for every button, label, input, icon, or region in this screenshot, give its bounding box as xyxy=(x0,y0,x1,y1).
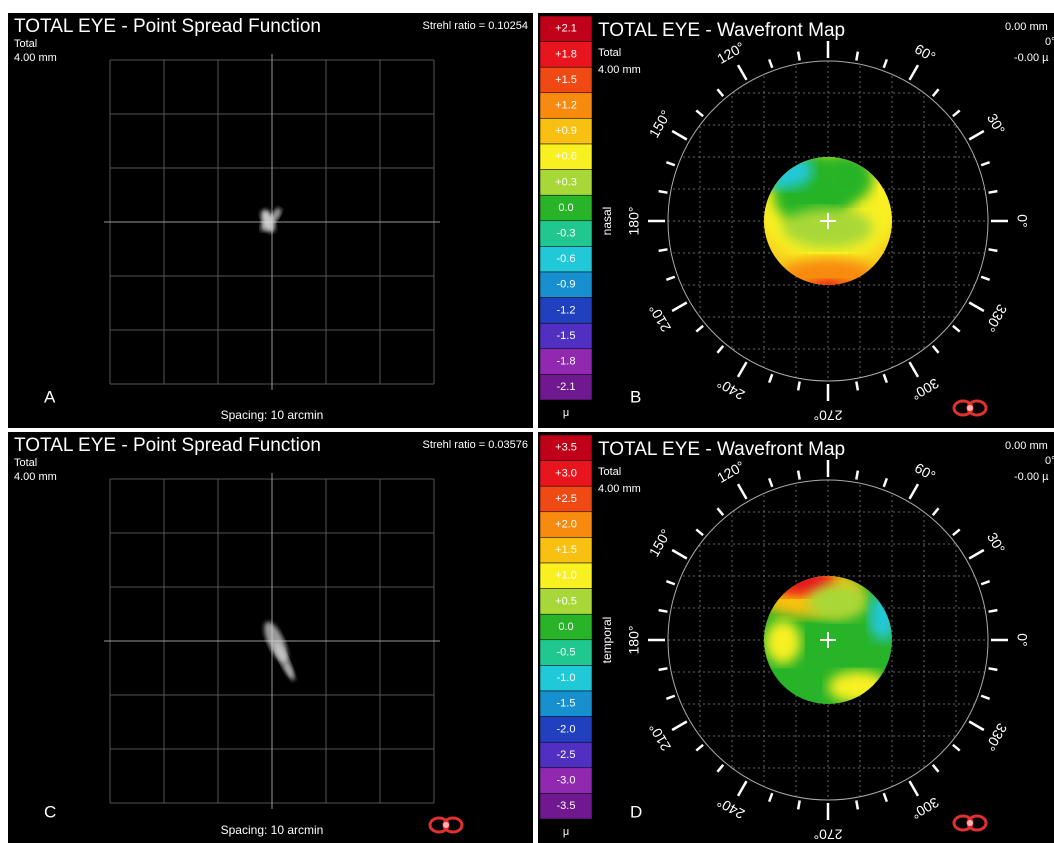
scale-unit: μ xyxy=(563,407,569,419)
grid-spacing: Spacing: 10 arcmin xyxy=(221,823,324,837)
logo-center xyxy=(967,405,973,411)
color-scale-label: +2.5 xyxy=(555,493,577,505)
color-scale-label: +0.5 xyxy=(555,595,577,607)
psf-panel: TOTAL EYE - Point Spread FunctionTotal 4.… xyxy=(8,432,533,843)
panel-letter: B xyxy=(630,387,641,406)
color-scale-label: +2.1 xyxy=(555,23,577,35)
angle-label: 270° xyxy=(814,826,843,842)
angle-tick xyxy=(659,668,668,670)
color-scale-label: +1.0 xyxy=(555,570,577,582)
color-scale-label: +1.2 xyxy=(555,100,577,112)
angle-label: 270° xyxy=(814,407,843,423)
corner-angle: 0° xyxy=(1045,36,1054,48)
panel-subtitle: Total xyxy=(14,457,37,469)
panel-title: TOTAL EYE - Point Spread Function xyxy=(14,16,321,37)
angle-tick xyxy=(989,249,998,251)
pupil-size: 4.00 mm xyxy=(14,52,57,64)
panel-subtitle: Total xyxy=(598,466,621,478)
angle-tick xyxy=(856,801,858,810)
color-scale-label: +3.0 xyxy=(555,467,577,479)
strehl-ratio: Strehl ratio = 0.10254 xyxy=(423,20,529,32)
angle-label: 0° xyxy=(1014,214,1030,227)
color-scale-label: -1.2 xyxy=(557,304,576,316)
pupil-size: 4.00 mm xyxy=(598,64,641,76)
color-scale-label: -1.5 xyxy=(557,330,576,342)
logo-center xyxy=(443,822,449,828)
corner-value: -0.00 µ xyxy=(1014,471,1049,483)
pupil-size: 4.00 mm xyxy=(598,483,641,495)
page: TOTAL EYE - Point Spread FunctionTotal4.… xyxy=(0,0,1054,843)
color-scale-label: +2.0 xyxy=(555,519,577,531)
angle-label: 0° xyxy=(1014,633,1030,646)
color-scale-label: +1.5 xyxy=(555,544,577,556)
panel-title: TOTAL EYE - Point Spread Function xyxy=(14,435,321,456)
color-scale-label: -0.3 xyxy=(557,228,576,240)
figure: TOTAL EYE - Point Spread FunctionTotal4.… xyxy=(0,0,1054,843)
color-scale-label: +1.5 xyxy=(555,74,577,86)
angle-tick xyxy=(659,191,668,193)
corner-angle: 0° xyxy=(1045,455,1054,467)
color-scale-label: -1.0 xyxy=(557,672,576,684)
scale-unit: μ xyxy=(563,826,569,838)
side-label: nasal xyxy=(600,207,614,236)
psf-spot xyxy=(260,222,268,232)
angle-tick xyxy=(856,471,858,480)
angle-tick xyxy=(989,610,998,612)
angle-tick xyxy=(798,52,800,61)
angle-tick xyxy=(856,382,858,391)
panel-letter: D xyxy=(630,802,642,821)
wavefront-region xyxy=(765,620,801,664)
color-scale-label: -2.1 xyxy=(557,381,576,393)
color-scale-label: -0.6 xyxy=(557,253,576,265)
color-scale-label: 0.0 xyxy=(558,621,573,633)
panel-title: TOTAL EYE - Wavefront Map xyxy=(598,439,845,460)
angle-label: 180° xyxy=(626,207,642,236)
color-scale-label: -1.8 xyxy=(557,356,576,368)
angle-tick xyxy=(798,471,800,480)
color-scale-label: -2.0 xyxy=(557,723,576,735)
panel-title: TOTAL EYE - Wavefront Map xyxy=(598,20,845,41)
grid-spacing: Spacing: 10 arcmin xyxy=(221,408,324,422)
angle-tick xyxy=(989,668,998,670)
angle-tick xyxy=(798,382,800,391)
angle-tick xyxy=(659,249,668,251)
angle-label: 180° xyxy=(626,626,642,655)
angle-tick xyxy=(659,610,668,612)
color-scale-label: +3.5 xyxy=(555,442,577,454)
wavefront-region xyxy=(808,584,868,620)
corner-offset: 0.00 mm xyxy=(1005,440,1048,452)
color-scale-label: -3.5 xyxy=(557,800,576,812)
logo-center xyxy=(967,820,973,826)
wavefront-panel: +3.5 +3.0 +2.5 +2.0 +1.5 +1.0 +0.5 0.0 -0.5 -1.0 -… xyxy=(538,432,1054,843)
color-scale-label: -2.5 xyxy=(557,749,576,761)
panel-subtitle: Total xyxy=(14,38,37,50)
panel-letter: C xyxy=(44,802,56,821)
side-label: temporal xyxy=(600,617,614,664)
color-scale-label: -0.5 xyxy=(557,647,576,659)
corner-value: -0.00 µ xyxy=(1014,52,1049,64)
color-scale-label: +0.6 xyxy=(555,151,577,163)
color-scale-label: 0.0 xyxy=(558,202,573,214)
color-scale-label: -0.9 xyxy=(557,279,576,291)
strehl-ratio: Strehl ratio = 0.03576 xyxy=(423,439,529,451)
psf-panel: TOTAL EYE - Point Spread FunctionTotal 4.… xyxy=(8,13,533,428)
color-scale-label: -3.0 xyxy=(557,775,576,787)
corner-offset: 0.00 mm xyxy=(1005,21,1048,33)
color-scale-label: -1.5 xyxy=(557,698,576,710)
pupil-size: 4.00 mm xyxy=(14,471,57,483)
panel-subtitle: Total xyxy=(598,47,621,59)
angle-tick xyxy=(798,801,800,810)
wavefront-panel: +2.1 +1.8 +1.5 +1.2 +0.9 +0.6 +0.3 0.0 -0.3 -0.6 -… xyxy=(538,13,1054,428)
angle-tick xyxy=(989,191,998,193)
panel-letter: A xyxy=(44,387,56,406)
color-scale-label: +1.8 xyxy=(555,48,577,60)
color-scale-label: +0.9 xyxy=(555,125,577,137)
angle-tick xyxy=(856,52,858,61)
color-scale-label: +0.3 xyxy=(555,176,577,188)
